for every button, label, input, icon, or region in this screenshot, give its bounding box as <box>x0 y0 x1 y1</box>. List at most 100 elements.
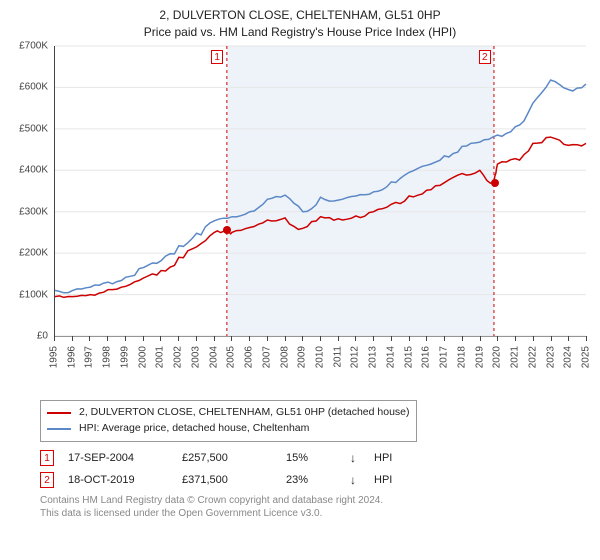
sales-row: 218-OCT-2019£371,50023%↓HPI <box>40 472 580 488</box>
x-tick-label: 2020 <box>492 346 503 368</box>
plot-area: 12 <box>54 46 586 337</box>
x-tick-mark <box>586 336 587 341</box>
chart-svg <box>55 46 586 336</box>
x-tick-label: 2004 <box>208 346 219 368</box>
x-tick-label: 1995 <box>49 346 60 368</box>
x-tick-mark <box>426 336 427 341</box>
chart-footer: 2, DULVERTON CLOSE, CHELTENHAM, GL51 0HP… <box>40 400 580 520</box>
x-tick-label: 2022 <box>527 346 538 368</box>
legend-label: 2, DULVERTON CLOSE, CHELTENHAM, GL51 0HP… <box>79 405 410 421</box>
x-tick-mark <box>409 336 410 341</box>
chart-title-line2: Price paid vs. HM Land Registry's House … <box>10 25 590 40</box>
legend-item: 2, DULVERTON CLOSE, CHELTENHAM, GL51 0HP… <box>47 405 410 421</box>
y-tick-label: £700K <box>19 41 48 52</box>
x-tick-label: 2011 <box>332 346 343 368</box>
y-tick-label: £400K <box>19 165 48 176</box>
x-tick-mark <box>302 336 303 341</box>
x-tick-label: 2007 <box>261 346 272 368</box>
x-tick-label: 2013 <box>368 346 379 368</box>
x-tick-mark <box>338 336 339 341</box>
sale-marker-2: 2 <box>479 50 491 64</box>
x-tick-label: 2025 <box>581 346 592 368</box>
sales-row-price: £371,500 <box>182 474 272 486</box>
x-tick-mark <box>125 336 126 341</box>
x-tick-label: 1998 <box>102 346 113 368</box>
chart-area: £0£100K£200K£300K£400K£500K£600K£700K 12… <box>10 46 590 396</box>
sales-row-pct: 15% <box>286 452 336 464</box>
x-tick-label: 2021 <box>510 346 521 368</box>
y-axis-labels: £0£100K£200K£300K£400K£500K£600K£700K <box>10 46 50 336</box>
sales-row-date: 17-SEP-2004 <box>68 452 168 464</box>
x-tick-mark <box>355 336 356 341</box>
x-tick-mark <box>285 336 286 341</box>
x-tick-label: 1999 <box>119 346 130 368</box>
sales-row-date: 18-OCT-2019 <box>68 474 168 486</box>
sales-row-pct: 23% <box>286 474 336 486</box>
legend-label: HPI: Average price, detached house, Chel… <box>79 421 309 437</box>
x-tick-mark <box>320 336 321 341</box>
chart-title-line1: 2, DULVERTON CLOSE, CHELTENHAM, GL51 0HP <box>10 8 590 23</box>
legend: 2, DULVERTON CLOSE, CHELTENHAM, GL51 0HP… <box>40 400 417 442</box>
x-tick-mark <box>107 336 108 341</box>
sale-point-dot <box>491 179 499 187</box>
x-tick-mark <box>551 336 552 341</box>
x-tick-label: 2005 <box>226 346 237 368</box>
y-tick-label: £100K <box>19 289 48 300</box>
x-tick-label: 2009 <box>297 346 308 368</box>
x-tick-mark <box>462 336 463 341</box>
sales-row-arrow-icon: ↓ <box>350 473 360 487</box>
x-tick-label: 2017 <box>439 346 450 368</box>
x-tick-mark <box>214 336 215 341</box>
x-tick-label: 2019 <box>474 346 485 368</box>
license-line2: This data is licensed under the Open Gov… <box>40 507 580 520</box>
x-tick-label: 1997 <box>84 346 95 368</box>
sales-table: 1 17-SEP-2004 £257,500 15% ↓ HPI 2 18-OCT-2019 £… <box>40 450 580 488</box>
x-tick-mark <box>143 336 144 341</box>
x-tick-label: 2016 <box>421 346 432 368</box>
sales-row-price: £257,500 <box>182 452 272 464</box>
y-tick-label: £500K <box>19 123 48 134</box>
sales-row-hpi: HPI <box>374 452 404 464</box>
x-tick-label: 2008 <box>279 346 290 368</box>
sales-row-arrow-icon: ↓ <box>350 451 360 465</box>
y-tick-label: £600K <box>19 82 48 93</box>
sales-row-marker: 2 <box>40 472 54 488</box>
x-tick-label: 2023 <box>545 346 556 368</box>
x-tick-label: 2001 <box>155 346 166 368</box>
chart-titles: 2, DULVERTON CLOSE, CHELTENHAM, GL51 0HP… <box>10 8 590 40</box>
x-tick-mark <box>54 336 55 341</box>
x-tick-label: 2002 <box>173 346 184 368</box>
y-tick-label: £300K <box>19 206 48 217</box>
x-tick-mark <box>480 336 481 341</box>
x-tick-mark <box>267 336 268 341</box>
x-tick-label: 2006 <box>244 346 255 368</box>
x-tick-label: 2003 <box>190 346 201 368</box>
x-tick-mark <box>515 336 516 341</box>
x-tick-mark <box>89 336 90 341</box>
license-text: Contains HM Land Registry data © Crown c… <box>40 494 580 520</box>
x-tick-mark <box>444 336 445 341</box>
x-tick-mark <box>231 336 232 341</box>
legend-item: HPI: Average price, detached house, Chel… <box>47 421 410 437</box>
x-tick-mark <box>533 336 534 341</box>
x-tick-mark <box>568 336 569 341</box>
x-tick-mark <box>373 336 374 341</box>
x-tick-mark <box>391 336 392 341</box>
sales-row: 1 17-SEP-2004 £257,500 15% ↓ HPI <box>40 450 580 466</box>
x-tick-label: 1996 <box>66 346 77 368</box>
y-tick-label: £200K <box>19 248 48 259</box>
x-tick-label: 2012 <box>350 346 361 368</box>
x-tick-label: 2018 <box>456 346 467 368</box>
x-tick-mark <box>178 336 179 341</box>
y-tick-label: £0 <box>37 331 48 342</box>
x-tick-label: 2015 <box>403 346 414 368</box>
sale-marker-1: 1 <box>211 50 223 64</box>
x-tick-mark <box>249 336 250 341</box>
x-tick-label: 2024 <box>563 346 574 368</box>
x-tick-mark <box>72 336 73 341</box>
sale-point-dot <box>223 226 231 234</box>
x-axis-labels: 1995199619971998199920002001200220032004… <box>54 336 586 396</box>
sales-row-marker: 1 <box>40 450 54 466</box>
x-tick-label: 2010 <box>315 346 326 368</box>
x-tick-label: 2014 <box>385 346 396 368</box>
